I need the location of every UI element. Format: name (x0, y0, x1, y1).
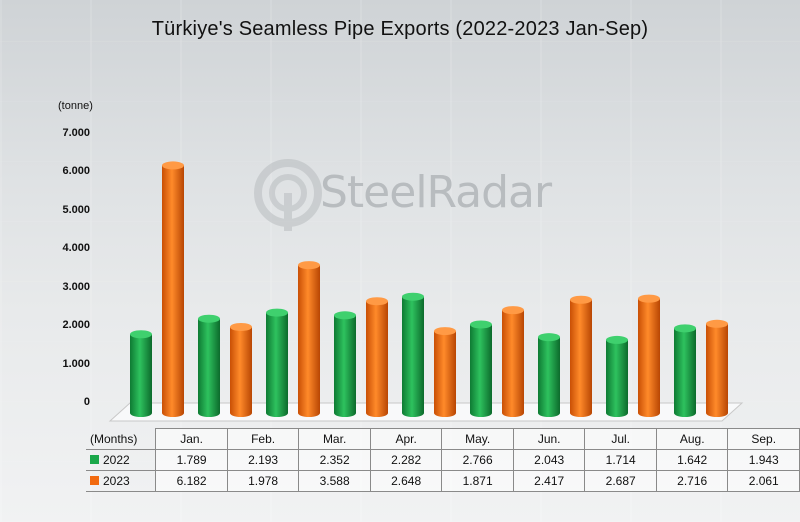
bar-2023-jul (570, 295, 592, 417)
bar-2022-jul (538, 333, 560, 417)
month-label: Jan. (155, 428, 228, 450)
legend-swatch-2023 (90, 476, 99, 485)
bar-2023-sep (706, 319, 728, 417)
month-label: Feb. (226, 428, 300, 450)
y-tick-label: 7.000 (62, 127, 90, 139)
legend-label-2023: 2023 (103, 474, 130, 488)
legend-2022: 2022 (86, 449, 157, 471)
data-label-2023: 1.871 (441, 470, 514, 492)
month-label: Sep. (727, 428, 800, 450)
data-label-2022: 2.043 (512, 449, 586, 471)
data-label-2023: 2.687 (584, 470, 657, 492)
data-label-2022: 2.766 (441, 449, 514, 471)
data-label-2023: 1.978 (226, 470, 300, 492)
bar-2023-feb (230, 322, 252, 417)
data-table: (Months) Jan. Feb. Mar. Apr. May. Jun. Jul. Aug… (86, 428, 800, 492)
data-label-2023: 2.061 (727, 470, 800, 492)
series-row-2023: 2023 6.182 1.978 3.588 2.648 1.871 2.417 2.687… (86, 470, 800, 492)
legend-label-2022: 2022 (103, 453, 130, 467)
bar-2023-jun (502, 306, 524, 417)
bar-2022-apr (334, 311, 356, 417)
data-label-2022: 2.282 (369, 449, 443, 471)
bar-2023-apr (366, 297, 388, 417)
month-header-row: (Months) Jan. Feb. Mar. Apr. May. Jun. Jul. Aug… (86, 428, 800, 450)
bar-2022-may (402, 292, 424, 417)
month-label: Aug. (655, 428, 729, 450)
legend-swatch-2022 (90, 455, 99, 464)
y-tick-label: 6.000 (62, 165, 90, 178)
month-label: Jun. (512, 428, 586, 450)
data-label-2023: 2.648 (369, 470, 443, 492)
month-label: Mar. (298, 428, 371, 450)
bar-2023-mar (298, 261, 320, 417)
bar-2022-jun (470, 320, 492, 417)
bar-2022-jan (130, 330, 152, 417)
bar-2022-aug (606, 335, 628, 417)
data-label-2023: 6.182 (155, 470, 228, 492)
legend-2023: 2023 (86, 470, 157, 492)
y-tick-label: 5.000 (62, 203, 90, 216)
data-label-2022: 1.642 (655, 449, 729, 471)
watermark-text: SteelRadar (320, 167, 552, 218)
bar-2023-aug (638, 294, 660, 417)
months-label: (Months) (90, 431, 138, 446)
month-label: Apr. (369, 428, 443, 450)
bar-2023-may (434, 327, 456, 417)
y-tick-label: 3.000 (62, 280, 90, 293)
data-label-2023: 2.417 (512, 470, 586, 492)
data-label-2022: 2.352 (298, 449, 371, 471)
y-axis-unit-label: (tonne) (58, 100, 93, 112)
month-label: May. (441, 428, 514, 450)
chart-title: Türkiye's Seamless Pipe Exports (2022-20… (151, 18, 649, 40)
bar-2023-jan (162, 161, 184, 417)
series-row-2022: 2022 1.789 2.193 2.352 2.282 2.766 2.043 1.714… (86, 449, 800, 471)
steelradar-logo-icon (250, 155, 550, 235)
y-tick-label: 0 (83, 396, 90, 408)
data-label-2023: 3.588 (298, 470, 371, 492)
bar-2022-mar (266, 308, 288, 417)
y-tick-label: 4.000 (62, 242, 90, 255)
data-label-2022: 1.789 (155, 449, 228, 471)
data-label-2022: 1.714 (584, 449, 657, 471)
bar-2022-sep (674, 324, 696, 417)
y-tick-label: 2.000 (62, 319, 90, 332)
data-label-2022: 1.943 (727, 449, 800, 471)
data-label-2022: 2.193 (226, 449, 300, 471)
bar-2022-feb (198, 314, 220, 417)
data-label-2023: 2.716 (655, 470, 729, 492)
y-tick-label: 1.000 (62, 357, 90, 370)
month-label: Jul. (584, 428, 657, 450)
